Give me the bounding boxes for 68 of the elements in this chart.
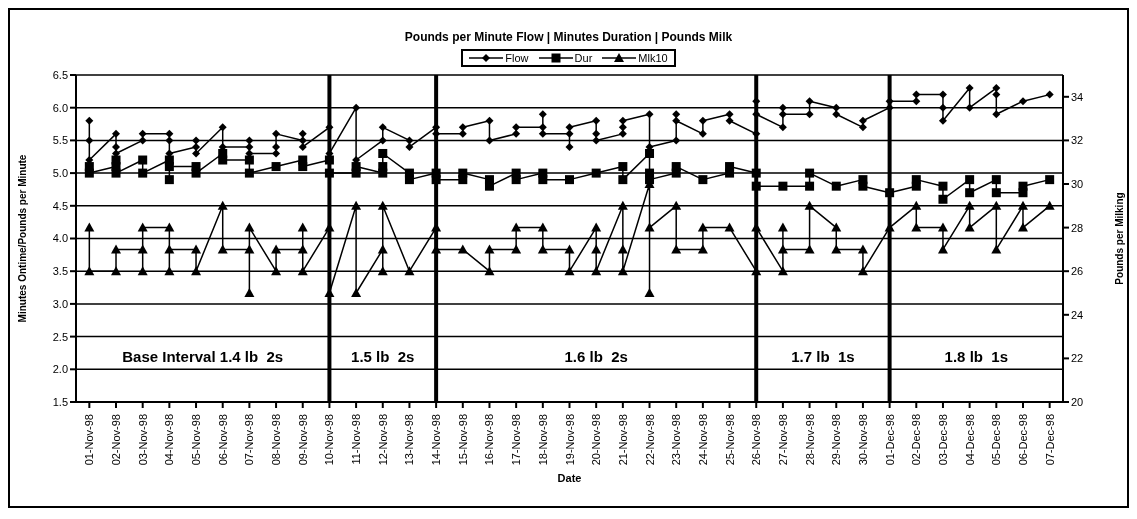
x-tick-label: 07-Dec-98 <box>1043 414 1056 466</box>
x-tick-label: 10-Nov-98 <box>323 414 336 466</box>
y-tick-label: 1.5 <box>52 395 68 408</box>
y-tick-label: 5.0 <box>52 167 68 180</box>
x-tick-label: 06-Nov-98 <box>216 414 229 466</box>
y-axis-title: Minutes Ontime/Pounds per Minute <box>16 154 28 323</box>
x-tick-label: 23-Nov-98 <box>670 414 683 466</box>
x-tick-label: 29-Nov-98 <box>830 414 843 466</box>
y2-tick-label: 22 <box>1071 352 1084 365</box>
x-tick-label: 26-Nov-98 <box>750 414 763 466</box>
y-tick-label: 6.0 <box>52 101 68 114</box>
x-tick-label: 18-Nov-98 <box>536 414 549 466</box>
x-tick-label: 07-Nov-98 <box>243 414 256 466</box>
x-tick-label: 30-Nov-98 <box>856 414 869 466</box>
annotation: Base Interval 1.4 lb 2s <box>122 347 284 365</box>
y-tick-label: 6.5 <box>52 68 68 81</box>
x-tick-label: 17-Nov-98 <box>510 414 523 466</box>
x-tick-label: 08-Nov-98 <box>270 414 283 466</box>
annotation: 1.6 lb 2s <box>564 347 628 365</box>
y-tick-label: 2.0 <box>52 363 68 376</box>
annotation: 1.5 lb 2s <box>351 347 415 365</box>
x-tick-label: 21-Nov-98 <box>616 414 629 466</box>
y-tick-label: 3.0 <box>52 297 68 310</box>
x-tick-label: 01-Dec-98 <box>883 414 896 466</box>
x-tick-label: 24-Nov-98 <box>696 414 709 466</box>
x-tick-label: 06-Dec-98 <box>1016 414 1029 466</box>
x-tick-label: 15-Nov-98 <box>456 414 469 466</box>
x-tick-label: 28-Nov-98 <box>803 414 816 466</box>
x-tick-label: 05-Nov-98 <box>190 414 203 466</box>
x-tick-label: 12-Nov-98 <box>376 414 389 466</box>
x-tick-label: 03-Nov-98 <box>136 414 149 466</box>
x-tick-label: 14-Nov-98 <box>430 414 443 466</box>
x-tick-label: 22-Nov-98 <box>643 414 656 466</box>
x-tick-label: 03-Dec-98 <box>936 414 949 466</box>
x-tick-label: 13-Nov-98 <box>403 414 416 466</box>
y2-tick-label: 26 <box>1071 265 1084 278</box>
y2-tick-label: 20 <box>1071 395 1084 408</box>
y2-tick-label: 34 <box>1071 90 1084 103</box>
x-tick-label: 27-Nov-98 <box>776 414 789 466</box>
y2-tick-label: 32 <box>1071 134 1084 147</box>
x-axis-title: Date <box>557 472 582 484</box>
x-tick-label: 20-Nov-98 <box>590 414 603 466</box>
y-tick-label: 5.5 <box>52 134 68 147</box>
legend-label: Mlk10 <box>637 52 668 64</box>
legend-label: Dur <box>573 52 593 64</box>
x-tick-label: 25-Nov-98 <box>723 414 736 466</box>
annotation: 1.7 lb 1s <box>791 347 855 365</box>
chart-title: Pounds per Minute Flow | Minutes Duration | Pounds Milk <box>403 30 734 44</box>
y-tick-label: 2.5 <box>52 330 68 343</box>
x-tick-label: 11-Nov-98 <box>350 414 363 465</box>
x-tick-label: 16-Nov-98 <box>483 414 496 466</box>
x-tick-label: 01-Nov-98 <box>83 414 96 466</box>
x-tick-label: 19-Nov-98 <box>563 414 576 466</box>
legend-label: Flow <box>504 52 529 64</box>
x-tick-label: 04-Nov-98 <box>163 414 176 466</box>
y2-tick-label: 24 <box>1071 308 1084 321</box>
x-tick-label: 05-Dec-98 <box>990 414 1003 466</box>
y2-tick-label: 28 <box>1071 221 1084 234</box>
annotation: 1.8 lb 1s <box>944 347 1008 365</box>
x-tick-label: 02-Nov-98 <box>110 414 123 466</box>
y2-axis-title: Pounds per Milking <box>1113 192 1125 285</box>
x-tick-label: 04-Dec-98 <box>963 414 976 466</box>
y-tick-label: 4.0 <box>52 232 68 245</box>
y2-tick-label: 30 <box>1071 177 1084 190</box>
x-tick-label: 02-Dec-98 <box>910 414 923 466</box>
x-tick-label: 09-Nov-98 <box>296 414 309 466</box>
y-tick-label: 3.5 <box>52 265 68 278</box>
y-tick-label: 4.5 <box>52 199 68 212</box>
